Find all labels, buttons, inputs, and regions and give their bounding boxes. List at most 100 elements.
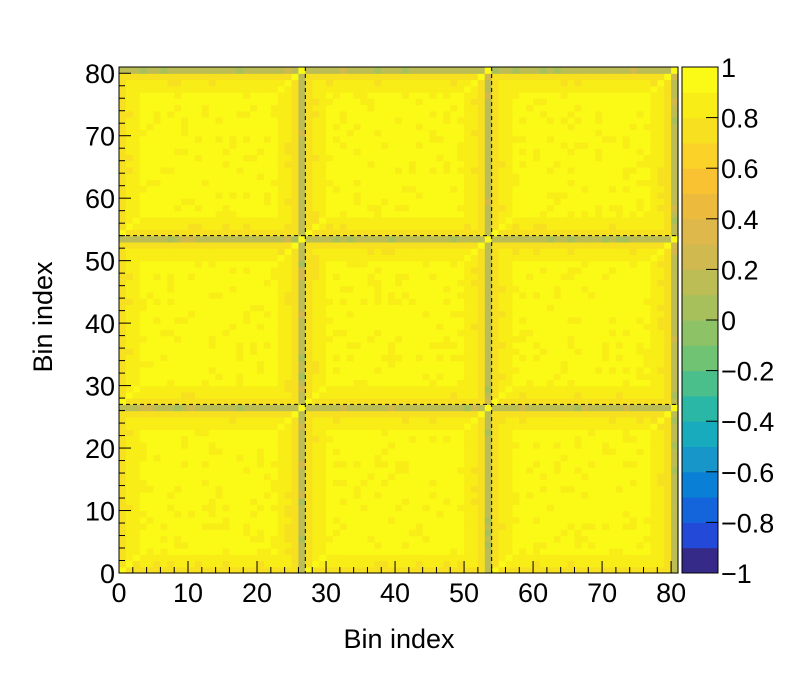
heatmap-cell <box>229 310 237 318</box>
heatmap-cell <box>415 191 424 199</box>
heatmap-cell <box>470 454 479 462</box>
heatmap-cell <box>381 185 389 193</box>
heatmap-cell <box>298 310 306 318</box>
heatmap-cell <box>243 254 251 262</box>
heatmap-cell <box>188 529 196 537</box>
heatmap-cell <box>470 354 479 362</box>
heatmap-cell <box>374 341 382 349</box>
heatmap-cell <box>194 298 203 305</box>
heatmap-cell <box>574 423 582 430</box>
heatmap-cell <box>595 398 603 405</box>
heatmap-cell <box>229 348 237 355</box>
heatmap-cell <box>339 304 348 312</box>
heatmap-cell <box>263 191 272 199</box>
heatmap-cell <box>546 429 555 437</box>
heatmap-cell <box>664 416 672 424</box>
heatmap-cell <box>160 516 168 524</box>
heatmap-cell <box>305 335 313 343</box>
heatmap-cell <box>602 204 610 212</box>
heatmap-cell <box>125 523 134 530</box>
heatmap-cell <box>339 210 348 218</box>
heatmap-cell <box>650 210 658 218</box>
heatmap-cell <box>498 454 507 462</box>
heatmap-cell <box>588 329 596 337</box>
heatmap-cell <box>560 235 569 243</box>
heatmap-cell <box>636 366 645 374</box>
heatmap-cell <box>602 404 610 412</box>
heatmap-cell <box>146 373 155 380</box>
heatmap-cell <box>291 504 300 512</box>
heatmap-cell <box>139 216 148 224</box>
heatmap-cell <box>360 248 369 256</box>
heatmap-cell <box>505 254 513 262</box>
heatmap-cell <box>353 366 362 374</box>
heatmap-cell <box>602 210 610 218</box>
heatmap-cell <box>360 391 369 399</box>
heatmap-cell <box>146 316 155 324</box>
heatmap-cell <box>415 285 424 293</box>
heatmap-cell <box>512 504 520 512</box>
heatmap-cell <box>346 298 355 305</box>
heatmap-cell <box>401 535 410 543</box>
heatmap-cell <box>339 279 348 287</box>
heatmap-cell <box>526 216 534 224</box>
heatmap-cell <box>636 329 645 337</box>
heatmap-cell <box>229 223 237 231</box>
heatmap-cell <box>215 554 224 562</box>
heatmap-cell <box>257 310 265 318</box>
heatmap-cell <box>153 304 162 312</box>
heatmap-cell <box>608 460 617 468</box>
heatmap-cell <box>326 348 334 355</box>
heatmap-cell <box>339 510 348 518</box>
heatmap-cell <box>291 379 300 387</box>
heatmap-cell <box>408 310 417 318</box>
heatmap-cell <box>436 516 444 524</box>
heatmap-cell <box>395 348 403 355</box>
heatmap-cell <box>270 479 279 487</box>
heatmap-cell <box>374 266 382 274</box>
heatmap-cell <box>194 498 203 505</box>
heatmap-cell <box>401 560 410 568</box>
heatmap-cell <box>167 510 175 518</box>
heatmap-cell <box>671 510 679 518</box>
heatmap-cell <box>436 323 444 330</box>
heatmap-cell <box>636 341 645 349</box>
heatmap-cell <box>153 566 162 574</box>
heatmap-cell <box>657 279 665 287</box>
heatmap-cell <box>581 448 589 455</box>
heatmap-cell <box>608 391 617 399</box>
heatmap-cell <box>194 466 203 474</box>
heatmap-cell <box>533 566 541 574</box>
heatmap-cell <box>408 366 417 374</box>
heatmap-cell <box>436 285 444 293</box>
heatmap-cell <box>270 316 279 324</box>
heatmap-cell <box>498 473 507 480</box>
heatmap-cell <box>257 216 265 224</box>
heatmap-cell <box>450 260 458 268</box>
heatmap-cell <box>181 329 189 337</box>
heatmap-cell <box>270 210 279 218</box>
heatmap-cell <box>533 554 541 562</box>
heatmap-cell <box>119 260 127 268</box>
heatmap-cell <box>657 235 665 243</box>
heatmap-cell <box>622 541 631 549</box>
heatmap-cell <box>339 529 348 537</box>
heatmap-cell <box>388 473 396 480</box>
heatmap-cell <box>546 473 555 480</box>
heatmap-cell <box>153 479 162 487</box>
heatmap-cell <box>174 216 182 224</box>
heatmap-cell <box>208 329 217 337</box>
heatmap-cell <box>553 291 562 299</box>
heatmap-cell <box>395 254 403 262</box>
heatmap-cell <box>539 373 548 380</box>
heatmap-cell <box>346 260 355 268</box>
heatmap-cell <box>236 454 244 462</box>
heatmap-cell <box>229 304 237 312</box>
heatmap-cell <box>153 185 162 193</box>
heatmap-cell <box>650 260 658 268</box>
heatmap-cell <box>284 435 293 443</box>
heatmap-cell <box>312 298 320 305</box>
heatmap-cell <box>243 304 251 312</box>
heatmap-cell <box>298 304 306 312</box>
heatmap-cell <box>181 448 189 455</box>
